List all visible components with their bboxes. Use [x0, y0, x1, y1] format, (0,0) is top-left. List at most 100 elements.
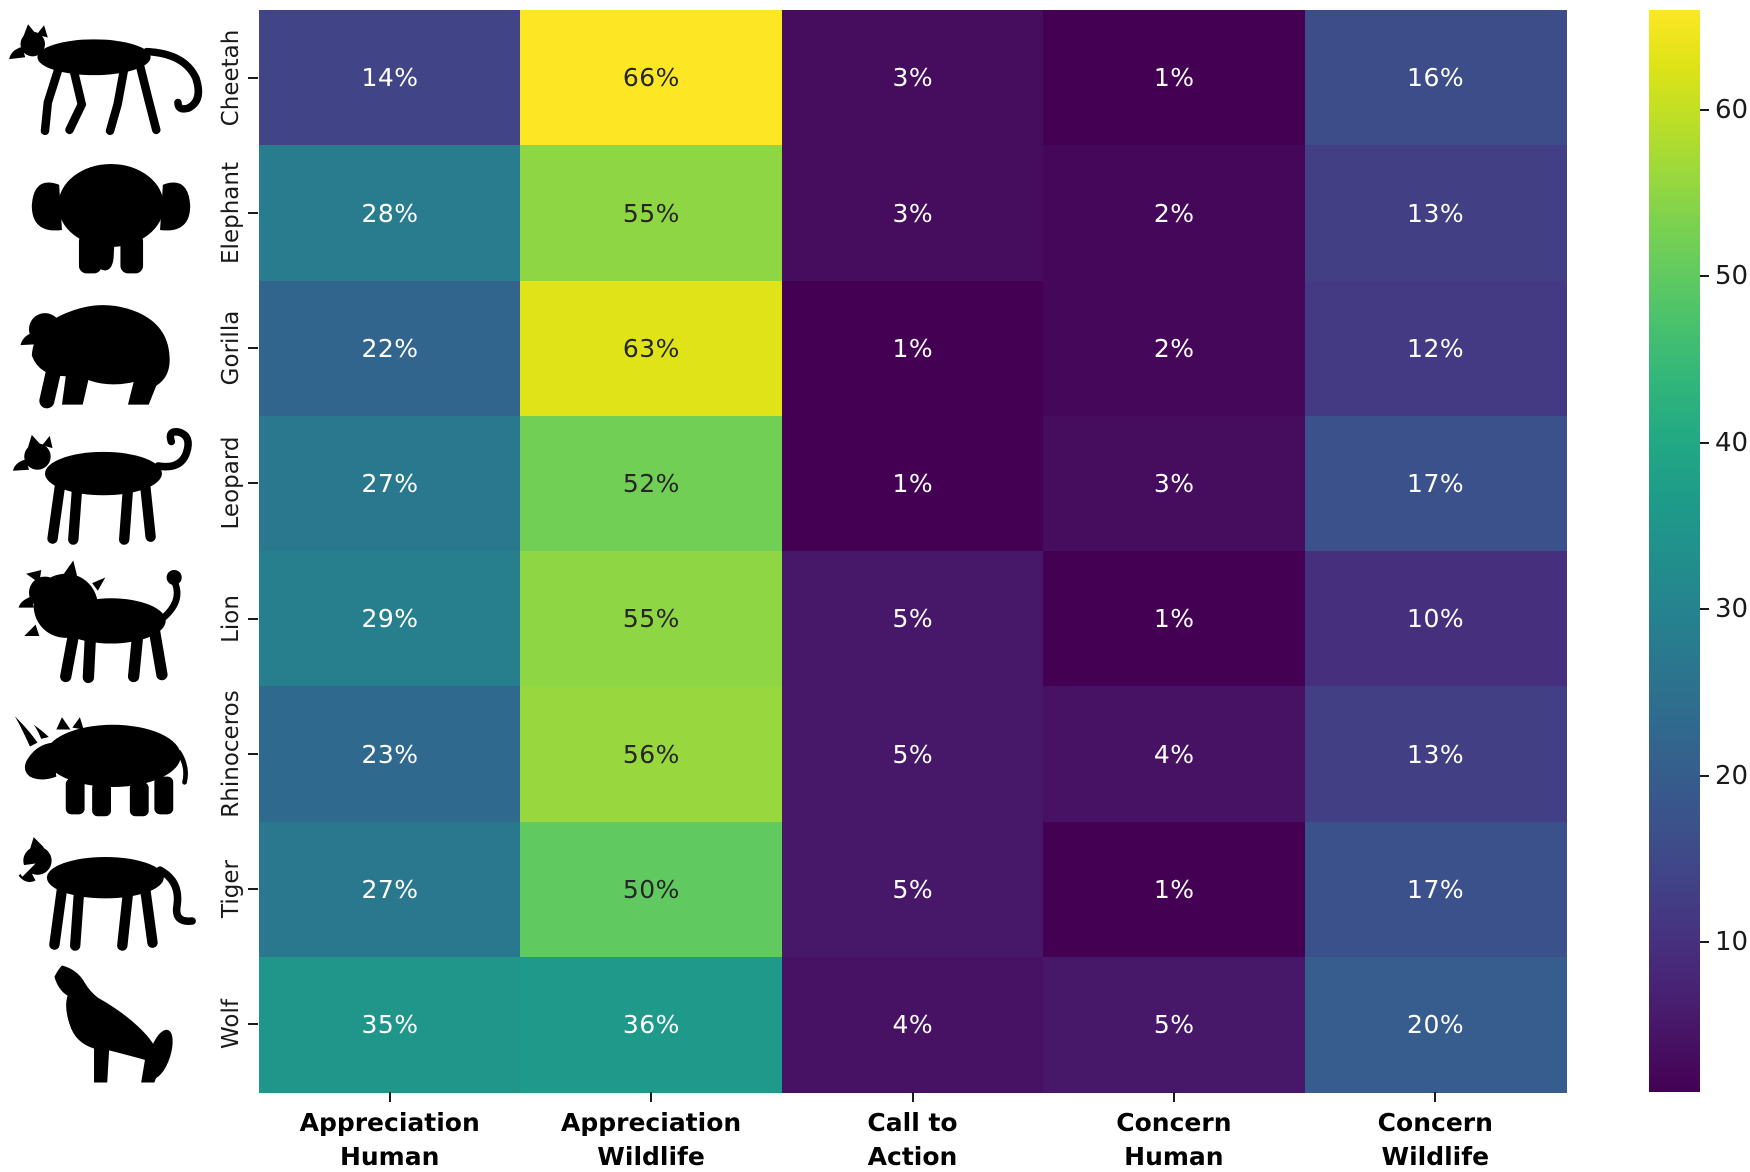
- y-tick: [248, 76, 258, 79]
- cheetah-icon: [2, 12, 220, 144]
- colorbar-tick: [1700, 941, 1709, 944]
- colorbar-tick-label: 50: [1715, 261, 1749, 292]
- cell-value: 23%: [361, 739, 419, 769]
- y-tick: [248, 1023, 258, 1026]
- colorbar-tick-label: 10: [1715, 927, 1749, 958]
- col-label-line: Human: [1124, 1142, 1224, 1171]
- heatmap-cell: 1%: [1043, 10, 1306, 146]
- row-label: Gorilla: [218, 310, 244, 386]
- cell-value: 27%: [361, 469, 419, 499]
- cell-value: 3%: [892, 198, 934, 228]
- heatmap-cell: 27%: [259, 821, 521, 958]
- heatmap-cell: 5%: [781, 821, 1044, 958]
- heatmap-cell: 56%: [520, 686, 783, 823]
- heatmap-cell: 5%: [1043, 956, 1306, 1093]
- heatmap-cell: 3%: [781, 145, 1044, 282]
- heatmap-cell: 10%: [1304, 551, 1567, 687]
- cell-value: 16%: [1407, 63, 1465, 93]
- cell-value: 66%: [622, 63, 680, 93]
- cell-value: 3%: [892, 63, 934, 93]
- heatmap-cell: 20%: [1304, 956, 1567, 1093]
- cell-value: 1%: [892, 333, 934, 363]
- x-tick: [911, 1092, 914, 1102]
- gorilla-icon: [2, 282, 220, 414]
- heatmap-cell: 2%: [1043, 280, 1306, 417]
- heatmap-cell: 50%: [520, 821, 783, 958]
- col-label-line: Appreciation: [299, 1108, 480, 1137]
- y-tick: [248, 617, 258, 620]
- heatmap-cell: 5%: [781, 551, 1044, 687]
- y-tick: [248, 752, 258, 755]
- heatmap-cell: 5%: [781, 686, 1044, 823]
- x-tick: [388, 1092, 391, 1102]
- cell-value: 2%: [1153, 198, 1195, 228]
- tiger-icon: [2, 823, 220, 955]
- cell-value: 3%: [1153, 469, 1195, 499]
- cell-value: 55%: [622, 198, 680, 228]
- cell-value: 5%: [1153, 1010, 1195, 1040]
- x-tick: [1172, 1092, 1175, 1102]
- heatmap-cell: 66%: [520, 10, 783, 146]
- col-label-line: Wildlife: [597, 1142, 705, 1171]
- cell-value: 13%: [1407, 739, 1465, 769]
- heatmap-cell: 1%: [1043, 551, 1306, 687]
- heatmap-cell: 27%: [259, 415, 521, 552]
- heatmap-cell: 22%: [259, 280, 521, 417]
- heatmap-cell: 36%: [520, 956, 783, 1093]
- cell-value: 50%: [622, 874, 680, 904]
- heatmap-cell: 55%: [520, 145, 783, 282]
- cell-value: 56%: [622, 739, 680, 769]
- colorbar-tick-label: 20: [1715, 760, 1749, 791]
- colorbar-tick: [1700, 774, 1709, 777]
- cell-value: 27%: [361, 874, 419, 904]
- heatmap-cell: 29%: [259, 551, 521, 687]
- cell-value: 5%: [892, 739, 934, 769]
- heatmap-cell: 14%: [259, 10, 521, 146]
- heatmap-cell: 17%: [1304, 415, 1567, 552]
- row-label: Leopard: [218, 436, 244, 530]
- row-label: Rhinoceros: [218, 690, 244, 818]
- heatmap-cell: 1%: [781, 415, 1044, 552]
- col-label-line: Concern: [1116, 1108, 1232, 1137]
- elephant-icon: [2, 147, 220, 279]
- heatmap-cell: 1%: [1043, 821, 1306, 958]
- heatmap-cell: 1%: [781, 280, 1044, 417]
- col-label-line: Action: [867, 1142, 958, 1171]
- col-label: Appreciation Human: [300, 1106, 480, 1172]
- cell-value: 29%: [361, 604, 419, 634]
- cell-value: 12%: [1407, 333, 1465, 363]
- colorbar-tick-label: 40: [1715, 427, 1749, 458]
- cell-value: 13%: [1407, 198, 1465, 228]
- y-tick: [248, 482, 258, 485]
- heatmap-cell: 2%: [1043, 145, 1306, 282]
- cell-value: 20%: [1407, 1010, 1465, 1040]
- heatmap-cell: 35%: [259, 956, 521, 1093]
- cell-value: 1%: [1153, 874, 1195, 904]
- col-label: Call to Action: [867, 1106, 957, 1172]
- row-label: Lion: [218, 594, 244, 643]
- colorbar-tick: [1700, 108, 1709, 111]
- heatmap-cell: 63%: [520, 280, 783, 417]
- y-tick: [248, 211, 258, 214]
- col-label-line: Call to: [867, 1108, 958, 1137]
- wolf-icon: [2, 958, 220, 1090]
- col-label-line: Wildlife: [1381, 1142, 1490, 1171]
- row-label: Elephant: [218, 161, 244, 264]
- leopard-icon: [2, 417, 220, 549]
- cell-value: 4%: [1153, 739, 1195, 769]
- cell-value: 1%: [1153, 63, 1195, 93]
- heatmap-cell: 55%: [520, 551, 783, 687]
- col-label-line: Concern: [1377, 1108, 1493, 1137]
- cell-value: 17%: [1407, 874, 1465, 904]
- cell-value: 63%: [622, 333, 680, 363]
- colorbar-tick-label: 30: [1715, 594, 1749, 625]
- cell-value: 10%: [1407, 604, 1465, 634]
- heatmap-cell: 3%: [781, 10, 1044, 146]
- heatmap-cell: 3%: [1043, 415, 1306, 552]
- colorbar-tick: [1700, 441, 1709, 444]
- colorbar-tick: [1700, 608, 1709, 611]
- col-label: Concern Human: [1116, 1106, 1231, 1172]
- cell-value: 55%: [622, 604, 680, 634]
- col-label-line: Human: [339, 1142, 440, 1171]
